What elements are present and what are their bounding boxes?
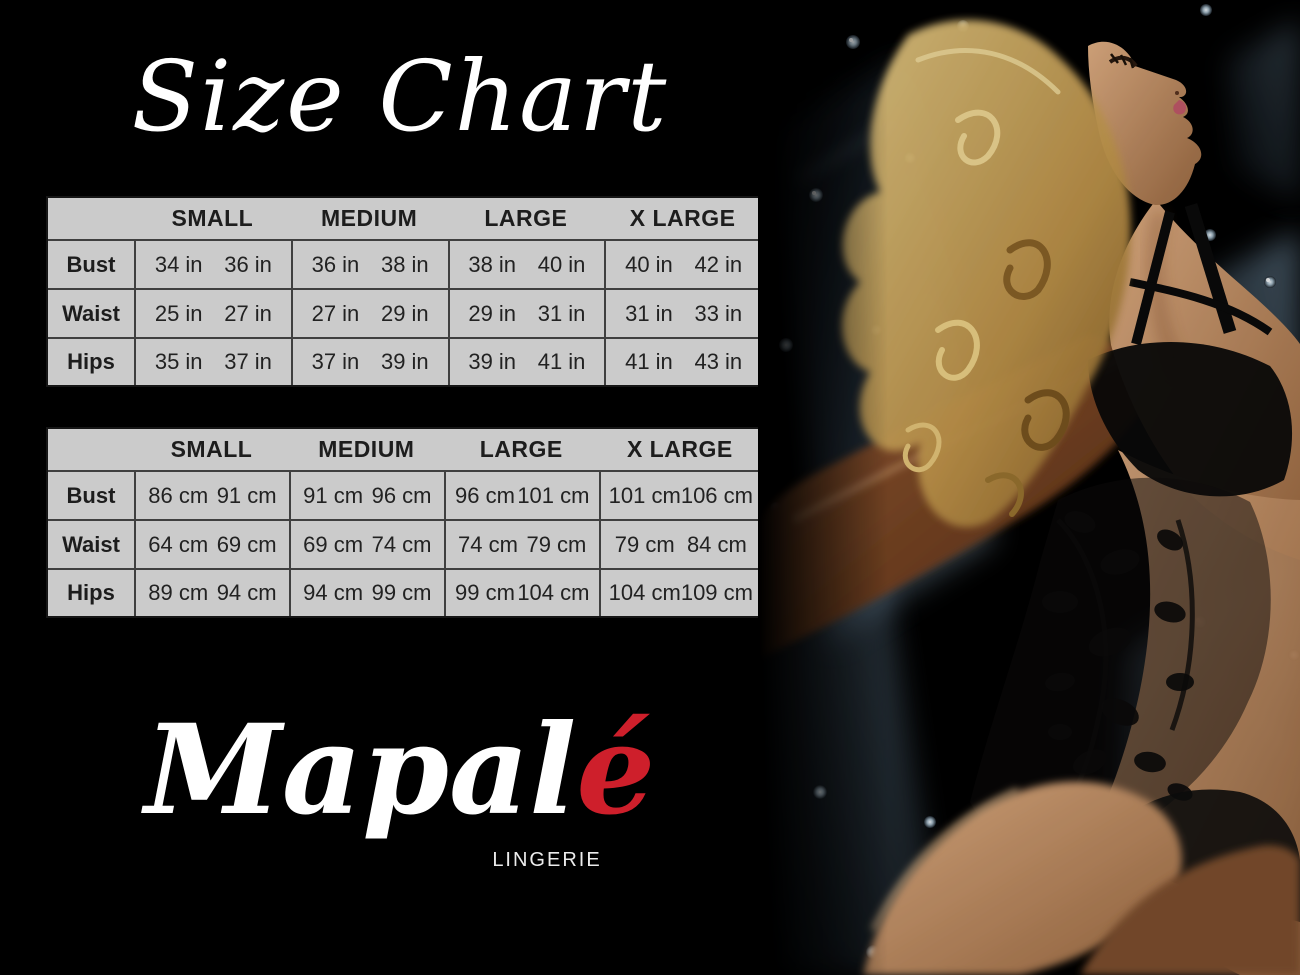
measurement-value: 84 cm [686, 531, 747, 557]
measurement-cell: 35 in 37 in [134, 337, 291, 385]
measurement-value: 25 in [154, 300, 203, 326]
measurement-value: 86 cm [148, 482, 209, 508]
measurement-value: 104 cm [608, 580, 681, 605]
measurement-value: 79 cm [614, 531, 675, 557]
measurement-cell: 38 in 40 in [447, 239, 605, 288]
measurement-cell: 41 in 43 in [604, 337, 761, 385]
measurement-value: 27 in [311, 300, 360, 326]
measurement-cell: 27 in 29 in [290, 288, 448, 337]
brand-name-main: Mapal [144, 698, 577, 843]
measurement-value: 35 in [154, 349, 203, 374]
measurement-value: 29 in [468, 300, 517, 326]
measurement-value: 94 cm [216, 580, 277, 605]
measurement-value: 99 cm [454, 580, 515, 605]
measurement-cell: 94 cm 99 cm [288, 568, 444, 616]
size-column-header: X LARGE [626, 436, 733, 462]
measurement-value: 43 in [694, 349, 743, 374]
measurement-value: 96 cm [454, 482, 515, 508]
measurement-cell: 37 in 39 in [290, 337, 448, 385]
measurement-value: 34 in [154, 251, 203, 277]
measurement-value: 89 cm [148, 580, 209, 605]
measurement-value: 69 cm [303, 531, 364, 557]
measurement-value: 79 cm [526, 531, 587, 557]
table-corner-cell [48, 429, 134, 470]
table-corner-cell [48, 198, 134, 239]
measurement-value: 96 cm [371, 482, 432, 508]
measurement-cell: 104 cm 109 cm [598, 568, 761, 616]
size-column-header: MEDIUM [318, 436, 415, 462]
measurement-value: 39 in [380, 349, 429, 374]
measurement-value: 40 in [537, 251, 586, 277]
measurement-value: 41 in [537, 349, 586, 374]
brand-name-accent: é [576, 698, 656, 843]
size-table-centimeters: SMALL MEDIUM LARGE X LARGE Bust 86 cm 91 cm 91 … [46, 427, 763, 618]
measurement-value: 64 cm [148, 531, 209, 557]
measurement-value: 91 cm [303, 482, 364, 508]
measurement-cell: 69 cm 74 cm [288, 519, 444, 568]
measurement-cell: 40 in 42 in [604, 239, 761, 288]
measurement-value: 40 in [625, 251, 673, 277]
measurement-value: 74 cm [458, 531, 518, 557]
measurement-value: 38 in [380, 251, 429, 277]
measurement-cell: 86 cm 91 cm [134, 470, 289, 519]
size-table-inches: SMALL MEDIUM LARGE X LARGE Bust 34 in 36 in 36 … [46, 196, 763, 387]
model-photo-illustration [758, 0, 1300, 975]
row-label-bust: Bust [48, 470, 134, 519]
measurement-value: 37 in [311, 349, 360, 374]
measurement-cell: 89 cm 94 cm [134, 568, 289, 616]
size-column-header: MEDIUM [320, 205, 418, 231]
measurement-value: 36 in [224, 251, 272, 277]
measurement-cell: 99 cm 104 cm [443, 568, 599, 616]
measurement-cell: 25 in 27 in [134, 288, 291, 337]
row-label-waist: Waist [48, 288, 134, 337]
measurement-value: 39 in [468, 349, 517, 374]
size-column-header: LARGE [479, 436, 563, 462]
brand-tagline: LINGERIE [492, 849, 602, 871]
row-label-hips: Hips [48, 337, 134, 385]
measurement-cell: 91 cm 96 cm [288, 470, 444, 519]
measurement-value: 91 cm [216, 482, 277, 508]
size-column-header: SMALL [171, 205, 254, 231]
measurement-cell: 31 in 33 in [604, 288, 761, 337]
brand-logo: Mapalé [30, 705, 770, 836]
measurement-value: 104 cm [517, 580, 590, 605]
measurement-cell: 39 in 41 in [447, 337, 605, 385]
measurement-cell: 36 in 38 in [290, 239, 448, 288]
model-photo [758, 0, 1300, 975]
page-title: Size Chart [131, 39, 669, 153]
measurement-cell: 101 cm 106 cm [598, 470, 761, 519]
measurement-value: 94 cm [303, 580, 364, 605]
row-label-hips: Hips [48, 568, 134, 616]
measurement-value: 99 cm [371, 580, 432, 605]
size-column-header: X LARGE [629, 205, 736, 231]
measurement-value: 27 in [224, 300, 272, 326]
measurement-value: 101 cm [517, 482, 590, 508]
measurement-value: 42 in [694, 251, 743, 277]
measurement-value: 106 cm [680, 482, 753, 508]
measurement-value: 37 in [224, 349, 272, 374]
row-label-waist: Waist [48, 519, 134, 568]
measurement-value: 33 in [694, 300, 743, 326]
measurement-value: 31 in [625, 300, 673, 326]
measurement-value: 36 in [311, 251, 360, 277]
measurement-value: 41 in [625, 349, 673, 374]
measurement-value: 29 in [380, 300, 429, 326]
measurement-cell: 96 cm 101 cm [443, 470, 599, 519]
measurement-value: 31 in [537, 300, 586, 326]
measurement-value: 109 cm [680, 580, 753, 605]
size-column-header: LARGE [484, 205, 568, 231]
measurement-cell: 34 in 36 in [134, 239, 291, 288]
measurement-cell: 64 cm 69 cm [134, 519, 289, 568]
size-column-header: SMALL [170, 436, 253, 462]
measurement-cell: 74 cm 79 cm [443, 519, 599, 568]
measurement-value: 69 cm [216, 531, 277, 557]
measurement-value: 74 cm [371, 531, 432, 557]
row-label-bust: Bust [48, 239, 134, 288]
measurement-cell: 29 in 31 in [447, 288, 605, 337]
measurement-value: 38 in [468, 251, 517, 277]
measurement-cell: 79 cm 84 cm [598, 519, 761, 568]
measurement-value: 101 cm [608, 482, 681, 508]
